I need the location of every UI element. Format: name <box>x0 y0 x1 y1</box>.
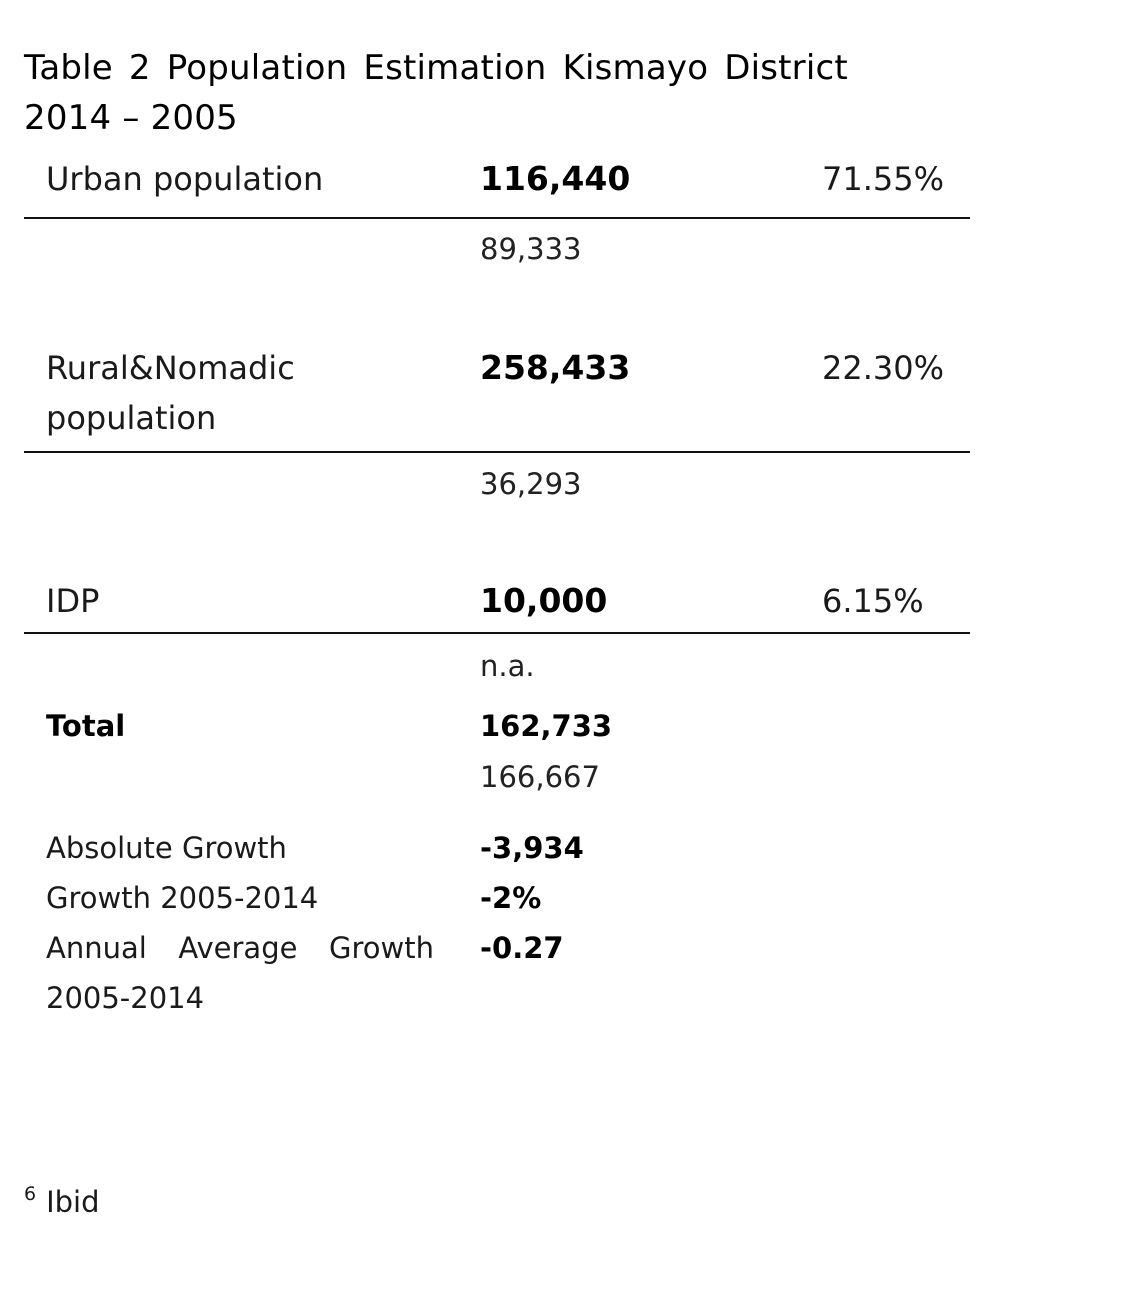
urban-value-2014: 116,440 <box>480 159 631 198</box>
annual-label-word: Average <box>178 931 298 965</box>
period-growth-label: Growth 2005-2014 <box>46 881 319 915</box>
period-growth-value: -2% <box>480 881 542 915</box>
idp-value-2005: n.a. <box>480 649 535 683</box>
rural-value-2005: 36,293 <box>480 467 582 501</box>
title-year-start: 2014 <box>24 98 112 138</box>
title-word: Kismayo <box>562 48 709 88</box>
title-word: Estimation <box>363 48 547 88</box>
footnote: 6 Ibid <box>24 1177 100 1231</box>
urban-label: Urban population <box>46 160 324 198</box>
title-word: Population <box>166 48 348 88</box>
idp-percent: 6.15% <box>822 582 924 620</box>
idp-value-2014: 10,000 <box>480 581 608 620</box>
urban-value-2005: 89,333 <box>480 232 582 266</box>
table-title-years: 2014 – 2005 <box>24 93 238 143</box>
annual-label-word: Growth <box>329 931 434 965</box>
total-label: Total <box>46 709 126 743</box>
footnote-number: 6 <box>24 1183 37 1205</box>
absolute-growth-value: -3,934 <box>480 831 584 865</box>
annual-growth-label-line1: Annual Average Growth <box>46 923 434 973</box>
table-title: Table 2 Population Estimation Kismayo Distric… <box>24 43 848 93</box>
row-divider <box>24 451 970 453</box>
title-word: District <box>724 48 848 88</box>
title-dash: – <box>122 98 140 138</box>
rural-label-line1: Rural&Nomadic <box>46 349 295 387</box>
title-year-end: 2005 <box>150 98 238 138</box>
annual-growth-value: -0.27 <box>480 931 564 965</box>
rural-label-line2: population <box>46 399 217 437</box>
row-divider <box>24 217 970 219</box>
annual-label-word: Annual <box>46 931 147 965</box>
idp-label: IDP <box>46 582 100 620</box>
footnote-text: Ibid <box>46 1185 100 1219</box>
total-value-2014: 162,733 <box>480 709 613 743</box>
rural-percent: 22.30% <box>822 349 945 387</box>
annual-growth-label-line2: 2005-2014 <box>46 981 205 1015</box>
total-value-2005: 166,667 <box>480 760 600 794</box>
urban-percent: 71.55% <box>822 160 945 198</box>
rural-value-2014: 258,433 <box>480 348 631 387</box>
row-divider <box>24 632 970 634</box>
title-word: Table <box>24 48 113 88</box>
title-word: 2 <box>128 48 151 88</box>
absolute-growth-label: Absolute Growth <box>46 831 287 865</box>
